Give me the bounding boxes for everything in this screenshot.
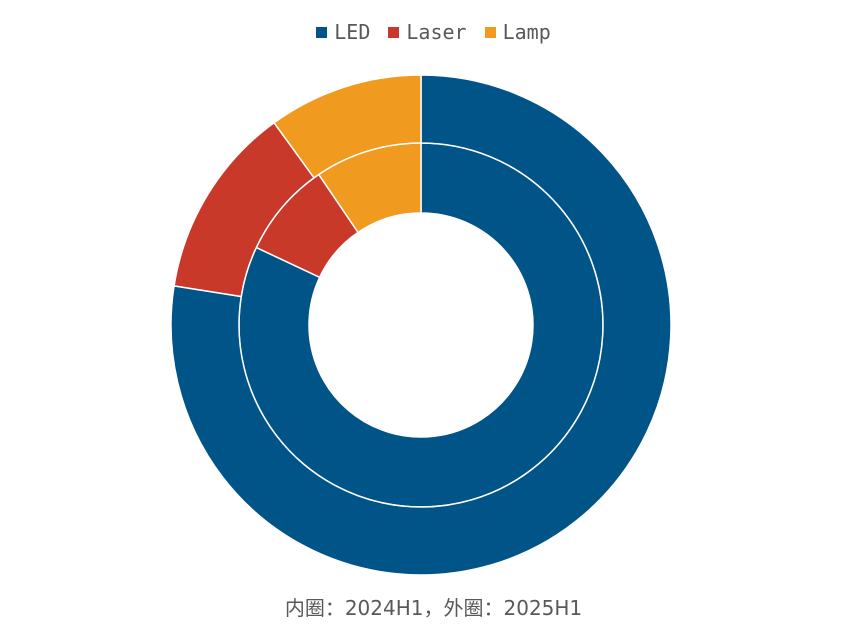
outer-slice-lamp[interactable] [273, 74, 422, 179]
slices-group [170, 74, 672, 576]
legend-item-lamp[interactable]: Lamp [484, 20, 551, 44]
legend-swatch-laser [388, 26, 400, 38]
legend: LED Laser Lamp [0, 20, 867, 44]
legend-swatch-led [316, 26, 328, 38]
outer-slice-led[interactable] [170, 74, 672, 576]
legend-label-laser: Laser [406, 20, 467, 44]
chart-caption: 内圈：2024H1，外圈：2025H1 [284, 596, 583, 620]
legend-item-laser[interactable]: Laser [388, 20, 467, 44]
legend-item-led[interactable]: LED [316, 20, 370, 44]
legend-label-lamp: Lamp [502, 20, 551, 44]
legend-swatch-lamp [484, 26, 496, 38]
legend-label-led: LED [334, 20, 371, 44]
